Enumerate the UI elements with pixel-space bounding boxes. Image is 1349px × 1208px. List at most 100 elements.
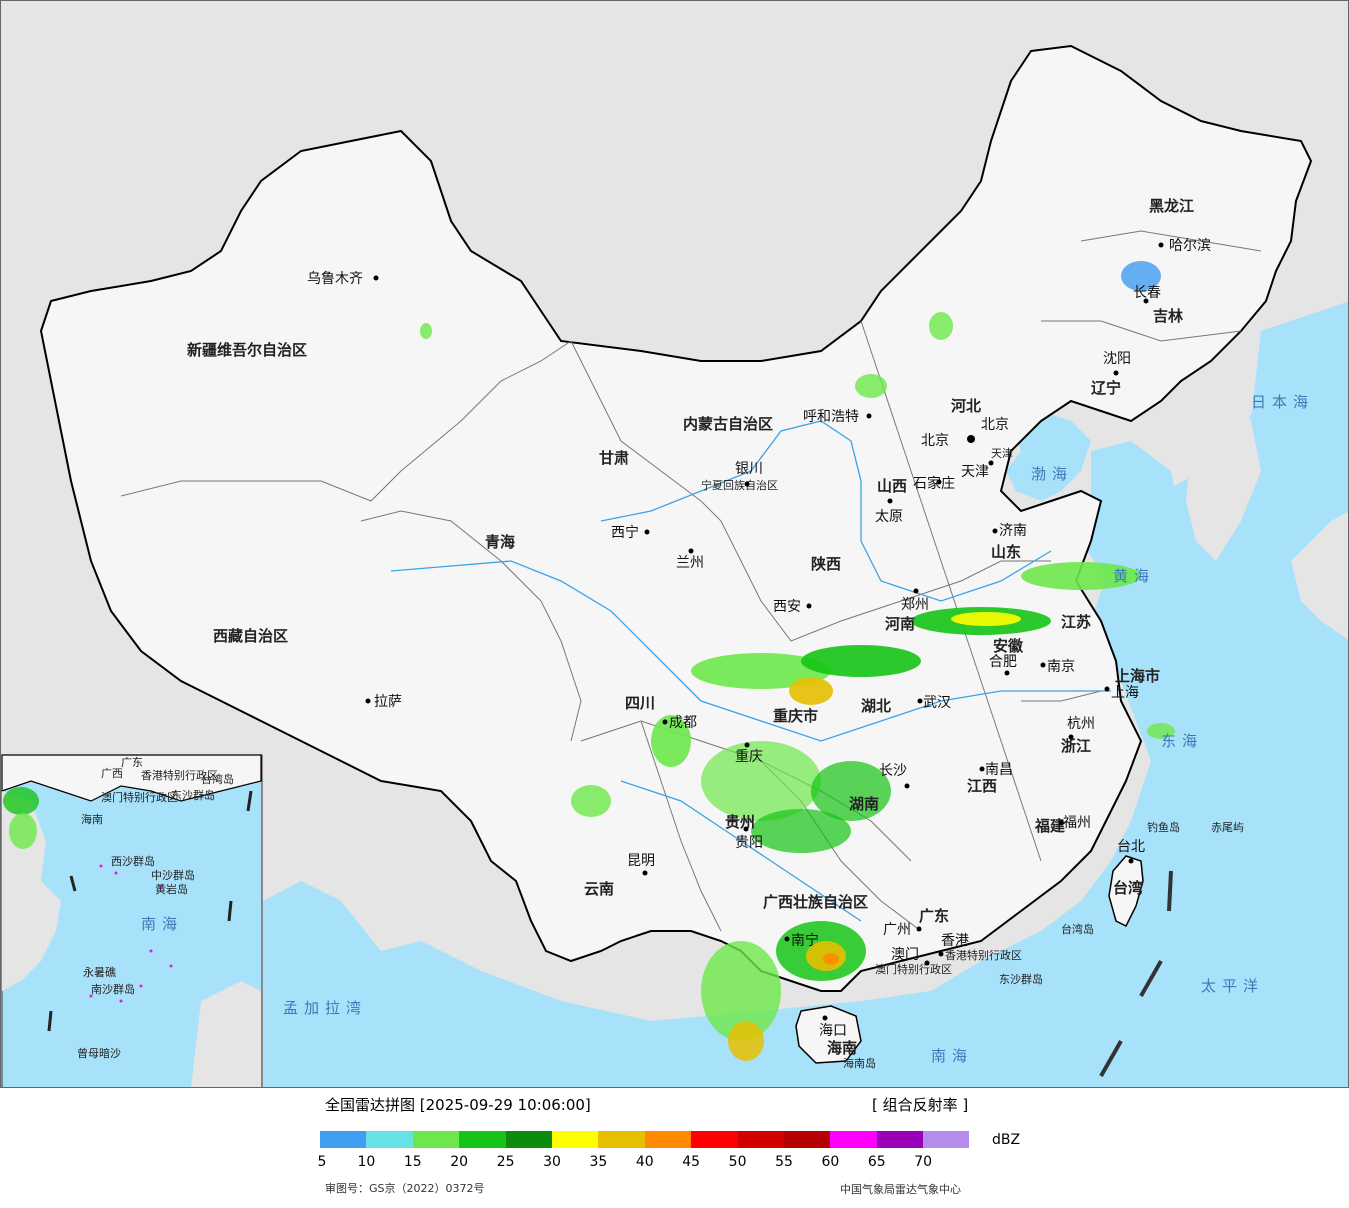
city-haikou: 海口 — [819, 1023, 847, 1039]
city-urumqi: 乌鲁木齐 — [307, 271, 363, 287]
inset-label-xisha: 西沙群岛 — [111, 854, 155, 868]
radar-echoes — [420, 261, 1175, 1061]
city-lanzhou: 兰州 — [676, 555, 704, 571]
label-henan: 河南 — [885, 615, 915, 633]
city-xian: 西安 — [773, 599, 801, 615]
label-fujian: 福建 — [1034, 817, 1066, 835]
legend-swatch — [691, 1131, 738, 1148]
sea-yellow: 黄海 — [1113, 567, 1155, 585]
city-wuhan: 武汉 — [923, 695, 951, 711]
city-taipei: 台北 — [1117, 839, 1145, 855]
legend-swatch — [366, 1131, 413, 1148]
legend-tick-label: 50 — [728, 1154, 747, 1170]
inset-label-nansha: 南沙群岛 — [91, 982, 135, 996]
sea-japan: 日本海 — [1251, 393, 1314, 411]
agency-name: 中国气象局雷达气象中心 — [840, 1183, 961, 1196]
legend-tick-label: 55 — [775, 1154, 793, 1170]
map-canvas: 新疆维吾尔自治区 西藏自治区 青海 甘肃 四川 云南 内蒙古自治区 黑龙江 吉林… — [1, 1, 1348, 1087]
city-shijiazhuang: 石家庄 — [913, 475, 955, 492]
label-guangxi: 广西壮族自治区 — [763, 893, 868, 911]
legend-swatch — [876, 1131, 924, 1148]
legend-swatch — [923, 1131, 970, 1148]
label-gansu: 甘肃 — [599, 449, 629, 467]
inset-label-zengmu: 曾母暗沙 — [77, 1046, 121, 1060]
city-guiyang: 贵阳 — [735, 835, 763, 851]
legend-tick-label: 65 — [867, 1154, 886, 1170]
label-hubei: 湖北 — [861, 697, 891, 715]
island-diaoyu: 钓鱼岛 — [1147, 820, 1180, 834]
sea-south: 南海 — [931, 1047, 973, 1065]
city-taiyuan: 太原 — [875, 509, 903, 525]
legend-tick-label: 70 — [914, 1154, 933, 1170]
label-yunnan: 云南 — [584, 880, 614, 898]
legend-swatch — [830, 1131, 877, 1148]
sea-pacific: 太平洋 — [1201, 977, 1264, 995]
legend-tick-label: 5 — [317, 1154, 327, 1170]
legend-tick-label: 35 — [589, 1154, 608, 1170]
inset-label-yongshu: 永暑礁 — [83, 965, 116, 979]
city-changsha: 长沙 — [879, 763, 907, 779]
island-hainan: 海南岛 — [843, 1056, 876, 1070]
city-chongqing: 重庆 — [735, 749, 763, 765]
city-zhengzhou: 郑州 — [901, 597, 929, 613]
japan-land — [1291, 512, 1348, 640]
legend-tick-label: 10 — [357, 1154, 376, 1170]
legend-unit: dBZ — [992, 1132, 1021, 1148]
city-shenyang: 沈阳 — [1103, 351, 1131, 367]
hainan-island — [795, 1005, 862, 1064]
label-xinjiang: 新疆维吾尔自治区 — [187, 341, 307, 359]
label-anhui: 安徽 — [993, 637, 1024, 655]
city-hefei: 合肥 — [989, 654, 1017, 670]
inset-map: 广东 广西 香港特别行政区 澳门特别行政区 台湾岛 东沙群岛 海南 南海 中沙群… — [1, 754, 263, 1087]
label-macao-sar: 澳门特别行政区 — [875, 962, 952, 976]
sea-east: 东海 — [1161, 732, 1203, 750]
legend-title: 全国雷达拼图 [2025-09-29 10:06:00] — [325, 1096, 591, 1114]
inset-label-huangyan: 黄岩岛 — [155, 882, 188, 896]
label-hunan: 湖南 — [849, 795, 879, 813]
label-guizhou: 贵州 — [725, 813, 755, 831]
city-nanchang: 南昌 — [985, 762, 1013, 778]
inset-label-guangxi: 广西 — [101, 767, 123, 780]
label-jiangxi: 江西 — [967, 777, 997, 795]
label-qinghai: 青海 — [485, 533, 515, 551]
legend-swatch — [459, 1131, 506, 1148]
city-hangzhou: 杭州 — [1067, 716, 1095, 732]
inset-label-hainan: 海南 — [81, 812, 103, 826]
legend-swatch — [598, 1131, 645, 1148]
label-chongqing: 重庆市 — [773, 707, 818, 725]
city-fuzhou: 福州 — [1063, 815, 1091, 831]
city-tianjin: 天津 — [961, 464, 989, 480]
label-ningxia: 宁夏回族自治区 — [701, 478, 778, 492]
ocean-bengal — [263, 881, 421, 1087]
legend-swatch — [737, 1131, 784, 1148]
product-name: [ 组合反射率 ] — [872, 1096, 969, 1114]
city-xining: 西宁 — [611, 524, 639, 541]
city-markers — [365, 242, 1164, 1021]
inset-label-macao: 澳门特别行政区 — [101, 790, 178, 804]
legend-swatch — [320, 1131, 367, 1148]
legend-tick-label: 40 — [635, 1154, 654, 1170]
color-scale-bar — [320, 1131, 970, 1148]
legend-panel: 全国雷达拼图 [2025-09-29 10:06:00] [ 组合反射率 ] d… — [0, 1088, 1349, 1208]
city-hongkong: 香港 — [941, 933, 969, 949]
city-macao: 澳门 — [891, 947, 919, 963]
inset-label-hongkong: 香港特别行政区 — [141, 768, 218, 782]
city-kunming: 昆明 — [627, 853, 655, 869]
label-tianjin: 天津 — [991, 447, 1013, 460]
city-nanjing: 南京 — [1047, 659, 1075, 675]
label-jilin: 吉林 — [1153, 307, 1184, 325]
label-shanghai: 上海市 — [1115, 667, 1160, 685]
inset-label-zhongsha: 中沙群岛 — [151, 868, 195, 882]
inset-label-dongsha: 东沙群岛 — [171, 788, 215, 802]
label-liaoning: 辽宁 — [1091, 379, 1121, 397]
radar-map: 新疆维吾尔自治区 西藏自治区 青海 甘肃 四川 云南 内蒙古自治区 黑龙江 吉林… — [0, 0, 1349, 1088]
label-jiangsu: 江苏 — [1061, 613, 1091, 631]
label-neimenggu: 内蒙古自治区 — [683, 415, 773, 433]
city-hohhot: 呼和浩特 — [803, 409, 859, 425]
city-shanghai: 上海 — [1111, 685, 1139, 701]
korea-land — [1171, 371, 1261, 561]
city-yinchuan: 银川 — [735, 461, 763, 477]
legend-swatch — [412, 1131, 460, 1148]
legend-swatch — [551, 1131, 599, 1148]
legend-tick-label: 45 — [682, 1154, 701, 1170]
